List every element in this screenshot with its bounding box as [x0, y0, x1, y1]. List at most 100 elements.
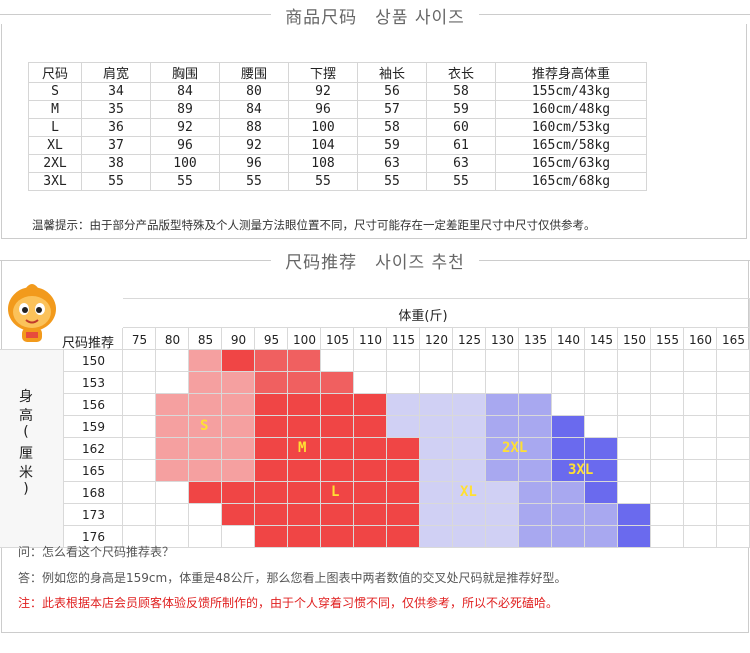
weight-tick-label: 160 — [689, 333, 712, 347]
chart-cell — [717, 372, 750, 394]
chart-cell — [321, 372, 354, 394]
chart-cell — [585, 438, 618, 460]
chart-cell — [387, 394, 420, 416]
size-cell: 55 — [150, 172, 220, 191]
size-table-header: 尺码 肩宽 胸围 腰围 下摆 袖长 衣长 推荐身高体重 — [28, 62, 647, 83]
chart-cell — [156, 526, 189, 548]
height-axis-label-char: 米 — [19, 465, 33, 481]
chart-cell — [420, 350, 453, 372]
height-tick-cell — [64, 504, 123, 526]
height-tick-label: 162 — [82, 442, 105, 456]
chart-cell — [255, 372, 288, 394]
chart-cell — [552, 372, 585, 394]
size-table-row: 2XL 38 100 96 108 63 63 165cm/63kg — [28, 154, 647, 173]
chart-cell — [552, 526, 585, 548]
chart-cell — [189, 394, 222, 416]
size-cell: 92 — [288, 82, 358, 101]
chart-cell — [123, 504, 156, 526]
chart-cell — [651, 372, 684, 394]
size-header-cell: 下摆 — [288, 62, 358, 83]
height-tick-label: 156 — [82, 398, 105, 412]
chart-cell — [222, 482, 255, 504]
size-cell: 104 — [288, 136, 358, 155]
chart-cell — [255, 526, 288, 548]
size-cell: 165cm/68kg — [495, 172, 647, 191]
chart-cell — [717, 460, 750, 482]
chart-cell — [123, 482, 156, 504]
size-cell: 2XL — [28, 154, 82, 173]
chart-cell — [288, 416, 321, 438]
chart-cell — [189, 438, 222, 460]
chart-cell — [651, 438, 684, 460]
chart-cell — [354, 350, 387, 372]
weight-tick-label: 75 — [131, 333, 148, 347]
height-tick-cell — [64, 438, 123, 460]
size-cell: 56 — [357, 82, 427, 101]
weight-tick-cell — [387, 328, 420, 350]
size-header-cell: 尺码 — [28, 62, 82, 83]
chart-cell — [486, 438, 519, 460]
chart-cell — [354, 482, 387, 504]
size-cell: 58 — [426, 82, 496, 101]
chart-cell — [354, 416, 387, 438]
size-cell: 160cm/48kg — [495, 100, 647, 119]
size-table-row: M 35 89 84 96 57 59 160cm/48kg — [28, 100, 647, 119]
weight-tick-cell — [519, 328, 552, 350]
size-table-row: XL 37 96 92 104 59 61 165cm/58kg — [28, 136, 647, 155]
chart-cell — [552, 394, 585, 416]
zone-label-m: M — [298, 440, 307, 456]
chart-cell — [717, 416, 750, 438]
size-header-cell: 推荐身高体重 — [495, 62, 647, 83]
height-tick-label: 150 — [82, 354, 105, 368]
chart-cell — [651, 394, 684, 416]
size-cell: 100 — [150, 154, 220, 173]
chart-cell — [222, 438, 255, 460]
weight-tick-cell — [189, 328, 222, 350]
size-cell: L — [28, 118, 82, 137]
weight-tick-label: 80 — [164, 333, 181, 347]
weight-tick-cell — [156, 328, 189, 350]
chart-cell — [684, 482, 717, 504]
size-cell: 37 — [81, 136, 151, 155]
chart-cell — [255, 394, 288, 416]
size-cell: 165cm/58kg — [495, 136, 647, 155]
chart-cell — [717, 526, 750, 548]
size-cell: 59 — [357, 136, 427, 155]
weight-tick-label: 105 — [326, 333, 349, 347]
chart-cell — [717, 438, 750, 460]
chart-cell — [156, 416, 189, 438]
chart-cell — [222, 372, 255, 394]
zone-label-3xl: 3XL — [568, 462, 594, 478]
chart-cell — [420, 394, 453, 416]
chart-cell — [585, 504, 618, 526]
chart-cell — [321, 460, 354, 482]
chart-cell — [585, 526, 618, 548]
weight-tick-label: 150 — [623, 333, 646, 347]
size-tip: 温馨提示：由于部分产品版型特殊及个人测量方法眼位置不同，尺寸可能存在一定差距里尺… — [32, 218, 596, 232]
chart-cell — [651, 416, 684, 438]
chart-cell — [321, 416, 354, 438]
weight-tick-cell — [651, 328, 684, 350]
chart-cell — [288, 482, 321, 504]
chart-cell — [519, 372, 552, 394]
chart-cell — [684, 460, 717, 482]
chart-cell — [255, 460, 288, 482]
chart-cell — [552, 350, 585, 372]
chart-cell — [156, 482, 189, 504]
qa-answer: 答：例如您的身高是159cm，体重是48公斤，那么您看上图表中两者数值的交叉处尺… — [18, 571, 567, 585]
chart-cell — [717, 482, 750, 504]
chart-cell — [354, 526, 387, 548]
chart-cell — [684, 394, 717, 416]
chart-cell — [288, 394, 321, 416]
chart-cell — [618, 394, 651, 416]
size-header-cell: 袖长 — [357, 62, 427, 83]
weight-tick-cell — [123, 328, 156, 350]
size-cell: 63 — [357, 154, 427, 173]
height-tick-cell — [64, 482, 123, 504]
chart-cell — [156, 460, 189, 482]
chart-cell — [222, 350, 255, 372]
height-axis-label-char: 厘 — [19, 446, 33, 462]
size-cell: 155cm/43kg — [495, 82, 647, 101]
size-table-row: S 34 84 80 92 56 58 155cm/43kg — [28, 82, 647, 101]
chart-cell — [189, 526, 222, 548]
